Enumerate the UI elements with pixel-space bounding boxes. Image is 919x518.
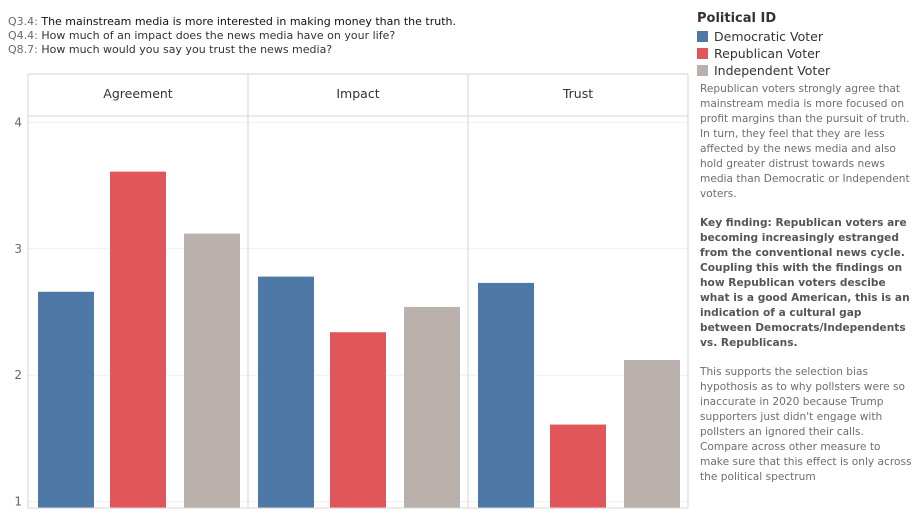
bar: [258, 276, 314, 508]
question-id: Q3.4:: [8, 15, 38, 28]
legend-swatch: [697, 48, 708, 59]
y-tick-label: 4: [14, 115, 22, 129]
legend-label: Independent Voter: [714, 63, 831, 78]
legend-swatch: [697, 31, 708, 42]
question-text: How much of an impact does the news medi…: [37, 29, 396, 42]
question-line: Q3.4: The mainstream media is more inter…: [8, 15, 456, 29]
category-header: Trust: [562, 86, 593, 101]
key-finding-paragraph: Key finding: Republican voters are becom…: [700, 217, 910, 349]
description-paragraph: This supports the selection bias hypotho…: [700, 366, 912, 483]
y-tick-label: 1: [14, 495, 22, 509]
category-header: Agreement: [103, 86, 173, 101]
legend: Political ID Democratic Voter Republican…: [697, 11, 830, 79]
bar: [184, 233, 240, 508]
question-line: Q8.7: How much would you say you trust t…: [8, 43, 456, 57]
y-tick-label: 3: [14, 242, 22, 256]
bar: [330, 332, 386, 508]
description-panel: Republican voters strongly agree that ma…: [700, 82, 912, 499]
question-id: Q4.4:: [8, 29, 38, 42]
bar: [550, 424, 606, 508]
question-id: Q8.7:: [8, 43, 38, 56]
question-text: The mainstream media is more interested …: [37, 15, 456, 28]
legend-swatch: [697, 65, 708, 76]
question-text: How much would you say you trust the new…: [37, 43, 333, 56]
description-paragraph: Republican voters strongly agree that ma…: [700, 83, 910, 200]
bar-chart: 1 2 3 4 Agreement Impact Trust: [14, 73, 689, 509]
legend-label: Republican Voter: [714, 46, 820, 61]
legend-label: Democratic Voter: [714, 29, 823, 44]
bar: [624, 360, 680, 508]
chart-header: Q3.4: The mainstream media is more inter…: [8, 15, 456, 57]
bar: [110, 171, 166, 508]
bar: [404, 306, 460, 508]
bar: [38, 291, 94, 508]
question-line: Q4.4: How much of an impact does the new…: [8, 29, 456, 43]
legend-item-independent[interactable]: Independent Voter: [697, 62, 830, 79]
y-tick-label: 2: [14, 368, 22, 382]
bar: [478, 282, 534, 508]
legend-item-democratic[interactable]: Democratic Voter: [697, 28, 830, 45]
legend-title: Political ID: [697, 11, 777, 26]
legend-item-republican[interactable]: Republican Voter: [697, 45, 830, 62]
category-header: Impact: [336, 86, 379, 101]
